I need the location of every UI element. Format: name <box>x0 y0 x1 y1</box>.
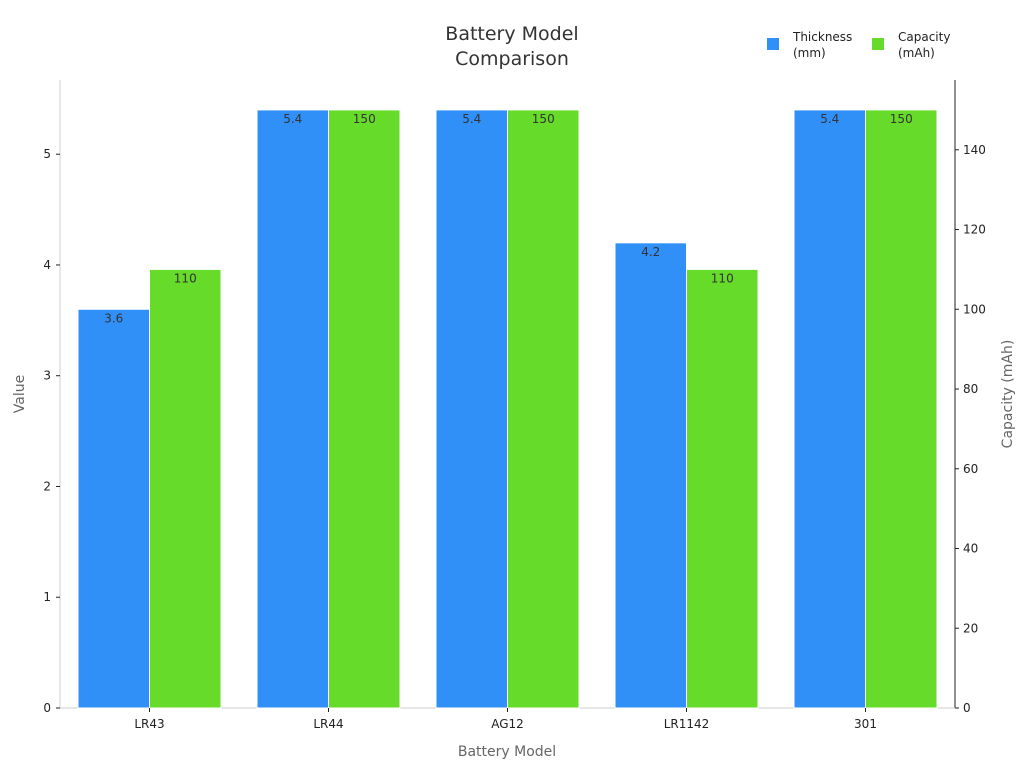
y-tick-label-left: 3 <box>43 369 51 383</box>
legend-item-thickness: Thickness (mm) <box>767 30 852 60</box>
y-tick-label-right: 60 <box>963 462 978 476</box>
bar-thickness-301 <box>793 109 866 709</box>
x-tick-label: AG12 <box>491 717 524 731</box>
data-label-thickness-lr1142: 4.2 <box>641 245 660 259</box>
y-tick-label-right: 40 <box>963 542 978 556</box>
y-tick-label-right: 20 <box>963 621 978 635</box>
data-labels: 3.6 110 5.4 150 5.4 150 4.2 110 5.4 150 <box>104 112 913 325</box>
y-ticks-right: 0 20 40 60 80 100 120 140 <box>955 143 986 715</box>
legend-label: Thickness (mm) <box>792 30 852 60</box>
data-label-capacity-301: 150 <box>890 112 913 126</box>
legend-item-capacity: Capacity (mAh) <box>872 30 950 60</box>
data-label-thickness-lr44: 5.4 <box>283 112 302 126</box>
x-ticks: LR43 LR44 AG12 LR1142 301 <box>134 708 877 731</box>
chart-title-line: Battery Model <box>445 23 578 45</box>
y-tick-label-right: 0 <box>963 701 971 715</box>
bar-capacity-lr44 <box>328 109 401 709</box>
bar-capacity-lr43 <box>149 268 222 709</box>
data-label-capacity-lr1142: 110 <box>711 271 734 285</box>
y-tick-label-right: 120 <box>963 223 986 237</box>
y-tick-label-left: 1 <box>43 590 51 604</box>
y-axis-title: Value <box>12 375 28 413</box>
y-tick-label-right: 140 <box>963 143 986 157</box>
legend-swatch <box>767 38 779 50</box>
y-tick-label-right: 100 <box>963 302 986 316</box>
bar-capacity-lr1142 <box>686 268 759 709</box>
data-label-thickness-ag12: 5.4 <box>462 112 481 126</box>
x-tick-label: LR44 <box>313 717 343 731</box>
x-tick-label: 301 <box>854 717 877 731</box>
legend-label: Capacity (mAh) <box>898 30 950 60</box>
data-label-thickness-301: 5.4 <box>820 112 839 126</box>
y-tick-label-right: 80 <box>963 382 978 396</box>
y-tick-label-left: 0 <box>43 701 51 715</box>
chart-title: Battery Model Comparison <box>445 23 578 70</box>
y-tick-label-left: 2 <box>43 479 51 493</box>
y2-axis-title: Capacity (mAh) <box>1000 340 1016 449</box>
x-tick-label: LR1142 <box>664 717 710 731</box>
y-tick-label-left: 5 <box>43 147 51 161</box>
bar-capacity-ag12 <box>507 109 580 709</box>
bar-capacity-301 <box>865 109 938 709</box>
legend-swatch <box>872 38 884 50</box>
chart-title-line: Comparison <box>455 48 569 70</box>
data-label-capacity-ag12: 150 <box>532 112 555 126</box>
bar-thickness-lr43 <box>77 308 150 709</box>
x-tick-label: LR43 <box>134 717 164 731</box>
data-label-capacity-lr43: 110 <box>174 271 197 285</box>
y-ticks-left: 0 1 2 3 4 5 <box>43 147 60 715</box>
bar-thickness-lr44 <box>256 109 329 709</box>
legend: Thickness (mm) Capacity (mAh) <box>767 30 950 60</box>
bar-thickness-lr1142 <box>614 242 687 709</box>
data-label-thickness-lr43: 3.6 <box>104 311 123 325</box>
bars <box>77 109 938 709</box>
data-label-capacity-lr44: 150 <box>353 112 376 126</box>
bar-thickness-ag12 <box>435 109 508 709</box>
y-tick-label-left: 4 <box>43 258 51 272</box>
x-axis-title: Battery Model <box>458 744 556 760</box>
